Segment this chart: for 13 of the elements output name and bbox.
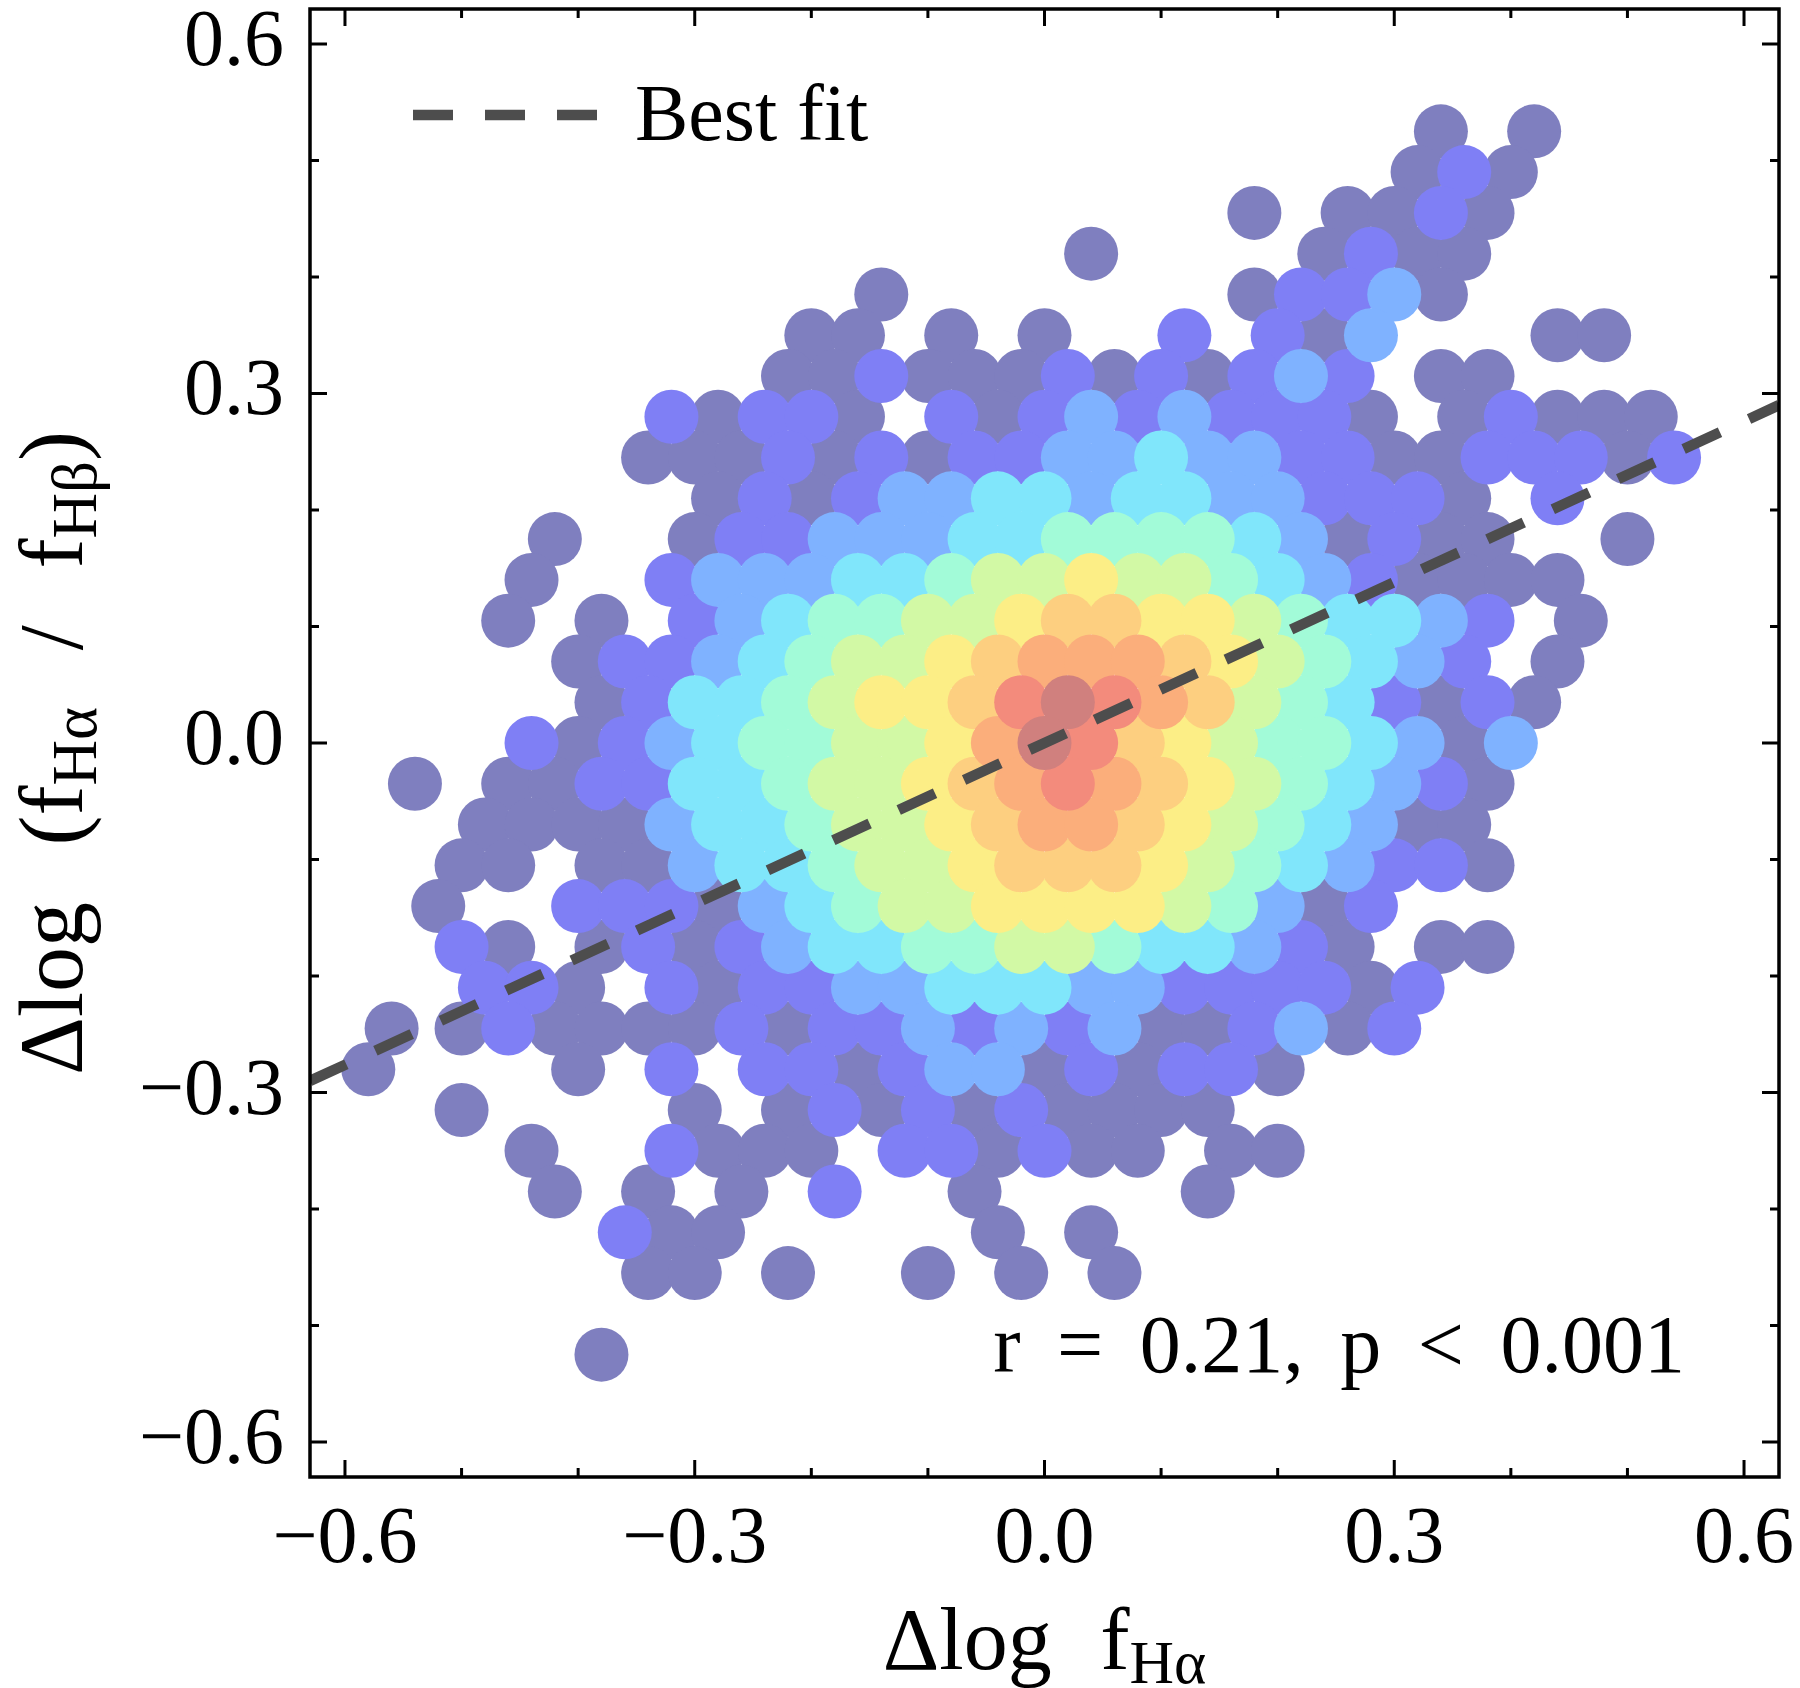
x-tick-label: −0.3 (622, 1491, 768, 1580)
y-tick-label: 0.0 (184, 693, 284, 782)
x-axis-title: Δlog f$_{Hα}$ (882, 1591, 1207, 1688)
y-tick-label: −0.6 (138, 1392, 284, 1481)
x-tick-label: −0.6 (272, 1491, 418, 1580)
x-tick-label: 0.0 (994, 1491, 1095, 1580)
x-tick-label: 0.3 (1344, 1491, 1445, 1580)
y-tick-label: 0.6 (184, 0, 284, 82)
annotation: r = 0.21, p < 0.001 (993, 1299, 1685, 1390)
x-tick-label: 0.6 (1694, 1491, 1795, 1580)
y-tick-label: 0.3 (184, 343, 284, 432)
legend-label: Best fit (635, 69, 869, 158)
y-tick-label: −0.3 (138, 1042, 284, 1131)
